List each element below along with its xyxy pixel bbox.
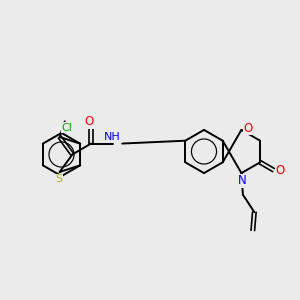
Text: O: O [243,122,253,135]
Text: Cl: Cl [61,123,72,133]
Text: O: O [276,164,285,177]
Text: N: N [238,174,246,188]
Text: O: O [85,116,94,128]
Text: S: S [56,175,63,184]
Text: NH: NH [104,132,121,142]
